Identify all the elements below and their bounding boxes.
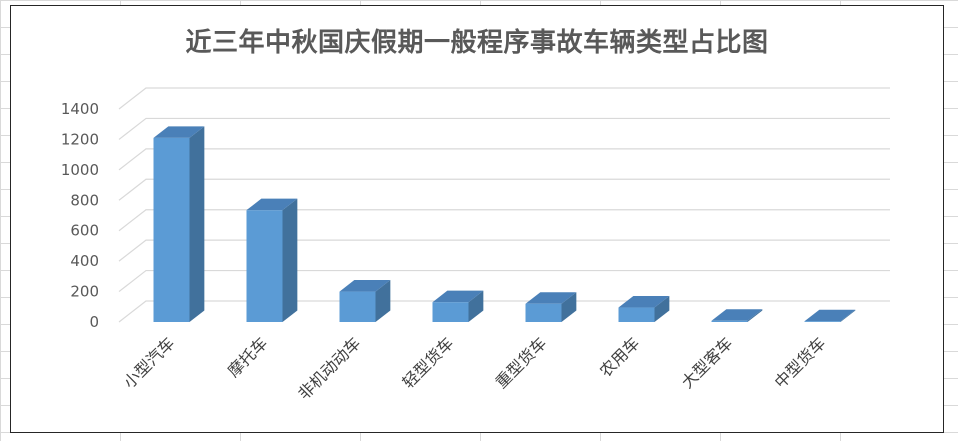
bar-top-face	[153, 126, 205, 138]
bar[interactable]	[525, 292, 577, 322]
x-tick-label: 非机动动车	[294, 333, 364, 403]
bar-side-face	[561, 292, 577, 322]
bar-front-face	[339, 291, 376, 322]
bar-front-face	[153, 137, 190, 322]
bar-front-face	[804, 321, 841, 322]
bar-top-face	[339, 280, 391, 292]
bar-top-face	[618, 295, 670, 308]
bar-front-face	[618, 307, 655, 322]
bar-front-face	[525, 303, 562, 322]
x-tick-label: 重型货车	[492, 333, 551, 392]
x-tick-label: 农用车	[596, 333, 643, 380]
bar-side-face	[654, 295, 670, 322]
gridline	[118, 87, 890, 110]
x-tick-label: 摩托车	[224, 333, 271, 380]
chart-area[interactable]: 近三年中秋国庆假期一般程序事故车辆类型占比图 0 200 400 600 800 1000…	[10, 5, 944, 433]
y-tick-label: 800	[70, 191, 99, 209]
bar-front-face	[246, 210, 283, 322]
bar-side-face	[747, 309, 763, 322]
y-tick-label: 1200	[61, 130, 99, 148]
gridline	[118, 269, 890, 293]
bar[interactable]	[153, 126, 205, 322]
bar[interactable]	[618, 295, 670, 322]
gridline	[118, 239, 890, 262]
y-tick-label: 1400	[61, 100, 99, 118]
y-tick-label: 200	[70, 283, 99, 301]
bar[interactable]	[804, 309, 856, 322]
bars	[153, 126, 856, 322]
bar-side-face	[375, 280, 391, 322]
bar-side-face	[189, 126, 205, 322]
x-tick-label: 轻型货车	[399, 333, 458, 392]
bar-side-face	[282, 198, 298, 322]
bar-side-face	[468, 290, 484, 322]
bar-top-face	[525, 292, 577, 304]
gridline	[118, 209, 890, 232]
x-tick-label: 中型货车	[771, 333, 830, 392]
bar[interactable]	[711, 309, 763, 322]
bar[interactable]	[246, 198, 298, 322]
bar-top-face	[432, 290, 484, 303]
gridlines	[118, 87, 890, 323]
bar[interactable]	[339, 280, 391, 322]
y-tick-label: 1000	[61, 161, 99, 179]
y-axis-ticks: 0 200 400 600 800 1000 1200 1400	[61, 100, 99, 331]
x-axis-labels: 小型汽车 摩托车 非机动动车 轻型货车 重型货车 农用车 大型客车 中型货车	[120, 333, 830, 403]
gridline	[118, 148, 890, 171]
bar-top-face	[246, 198, 298, 211]
gridline	[118, 117, 890, 140]
y-tick-label: 600	[70, 222, 99, 240]
bar-front-face	[711, 320, 748, 322]
x-tick-label: 小型汽车	[120, 333, 179, 392]
y-tick-label: 400	[70, 252, 99, 270]
x-tick-label: 大型客车	[678, 333, 737, 392]
bar-top-face	[711, 309, 763, 321]
y-tick-label: 0	[89, 313, 99, 331]
plot-area: 0 200 400 600 800 1000 1200 1400 小型汽车 摩托车 非机动动车 轻型…	[61, 87, 890, 403]
bar-top-face	[804, 309, 856, 322]
gridline	[118, 178, 890, 201]
chart-title: 近三年中秋国庆假期一般程序事故车辆类型占比图	[185, 28, 769, 58]
bar-side-face	[840, 309, 856, 322]
bar[interactable]	[432, 290, 484, 322]
bar-front-face	[432, 302, 469, 322]
gridline	[118, 300, 890, 323]
